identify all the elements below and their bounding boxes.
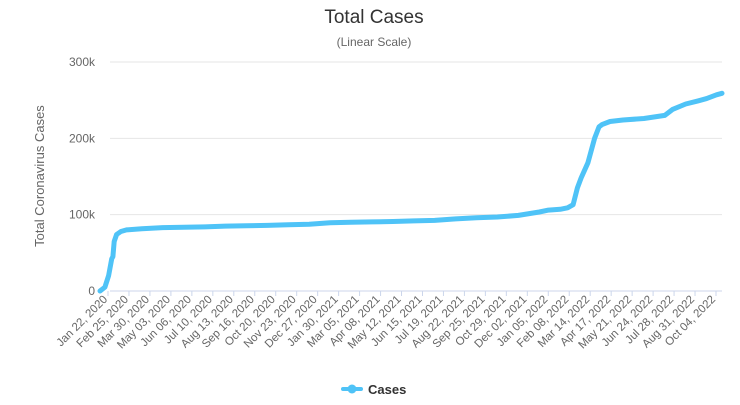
y-tick-label: 200k (69, 131, 96, 145)
series-line-cases[interactable] (97, 90, 725, 294)
chart-subtitle: (Linear Scale) (337, 35, 412, 49)
series-lines (97, 90, 725, 294)
y-axis-ticks: 0 100k 200k 300k (69, 55, 96, 298)
gridlines (110, 61, 722, 292)
y-tick-label: 0 (88, 284, 95, 298)
legend-marker-cases (347, 384, 357, 394)
y-tick-label: 300k (69, 55, 96, 69)
legend-label-cases[interactable]: Cases (368, 382, 406, 397)
y-axis-label: Total Coronavirus Cases (32, 105, 47, 247)
legend[interactable]: Cases (341, 382, 406, 397)
chart-title: Total Cases (324, 7, 423, 28)
y-tick-label: 100k (69, 208, 96, 222)
